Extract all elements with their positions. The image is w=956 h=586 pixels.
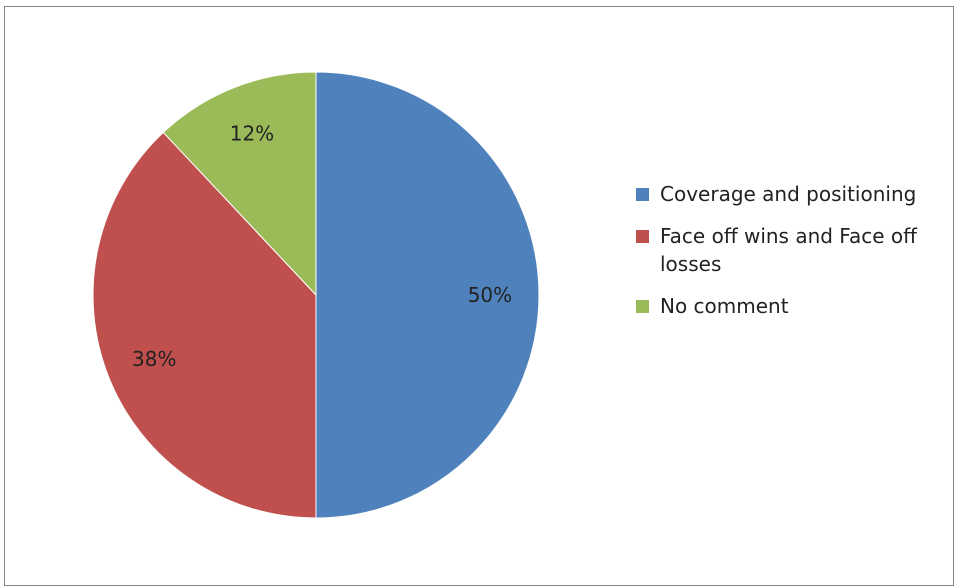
data-label-coverage: 50% (468, 283, 512, 307)
pie-slice-coverage (315, 71, 540, 519)
legend-item-no-comment: No comment (636, 292, 956, 320)
legend: Coverage and positioning Face off wins a… (636, 180, 956, 334)
data-label-no-comment: 12% (230, 121, 274, 145)
legend-item-coverage: Coverage and positioning (636, 180, 956, 208)
legend-swatch-coverage (636, 188, 649, 201)
legend-swatch-no-comment (636, 300, 649, 313)
legend-label-coverage: Coverage and positioning (660, 182, 917, 206)
data-label-face-off: 38% (132, 347, 176, 371)
legend-swatch-face-off (636, 230, 649, 243)
legend-item-face-off: Face off wins and Face off losses (636, 222, 956, 278)
pie-slice-face-off (92, 131, 317, 519)
legend-label-no-comment: No comment (660, 294, 789, 318)
legend-label-face-off: Face off wins and Face off losses (660, 224, 917, 276)
pie-slice-no-comment (162, 71, 317, 297)
